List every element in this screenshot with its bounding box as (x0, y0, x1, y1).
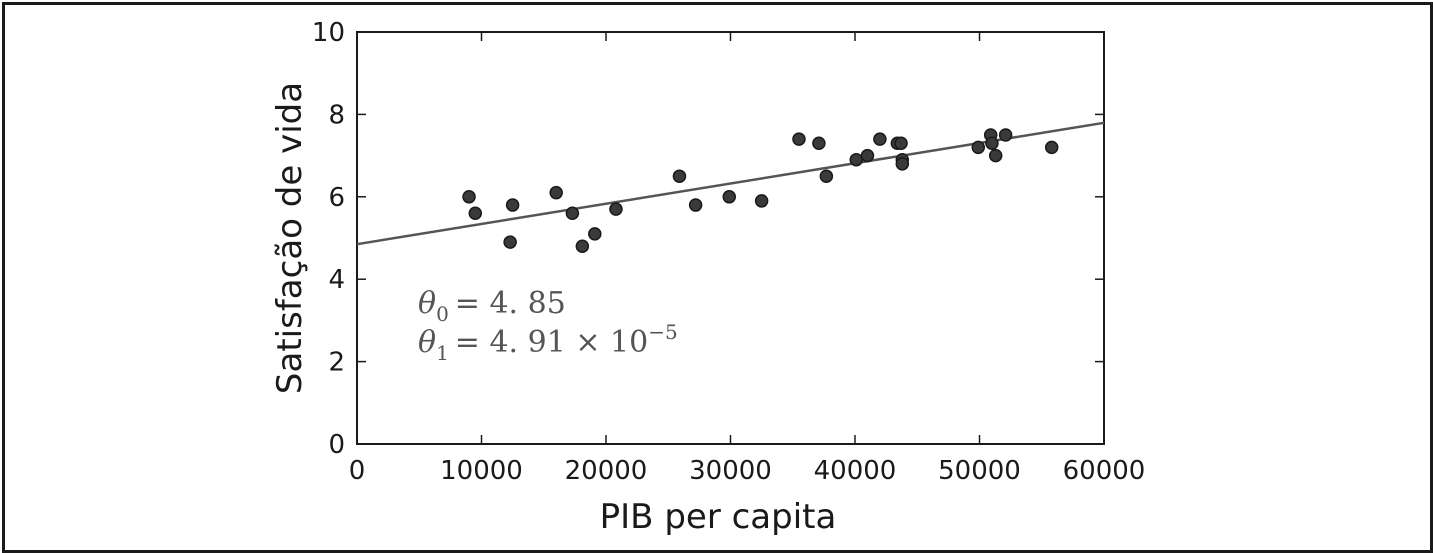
data-point (792, 132, 806, 146)
x-tick-label: 40000 (814, 456, 897, 486)
data-point (998, 128, 1013, 142)
y-tick-label: 6 (328, 183, 345, 213)
data-point (462, 190, 476, 204)
x-tick-label: 60000 (1063, 456, 1146, 486)
x-tick-label: 10000 (440, 456, 523, 486)
data-point (688, 198, 703, 212)
x-tick-label: 20000 (565, 456, 648, 486)
x-tick-label: 50000 (938, 456, 1021, 486)
theta1-symbol: θ (418, 325, 436, 360)
x-tick-label: 30000 (689, 456, 772, 486)
theta1-subscript: 1 (436, 341, 449, 365)
data-point (609, 202, 623, 216)
y-tick-label: 4 (328, 265, 345, 295)
y-tick-label: 10 (312, 18, 345, 48)
data-point (849, 152, 863, 167)
theta1-value: = 4. 91 × 10 (455, 325, 648, 360)
theta1-equation: θ1 = 4. 91 × 10−5 (418, 320, 678, 365)
data-point (1044, 140, 1059, 155)
data-point (588, 227, 602, 241)
theta1-exponent: −5 (648, 320, 677, 344)
y-tick-label: 2 (328, 348, 345, 378)
data-point (895, 157, 910, 171)
theta0-symbol: θ (418, 286, 436, 321)
y-axis-title: Satisfação de vida (270, 82, 310, 394)
theta0-value: = 4. 85 (455, 286, 566, 321)
data-point (565, 206, 580, 221)
data-point (812, 136, 826, 150)
data-point (503, 235, 517, 249)
data-point (971, 140, 986, 155)
data-point (894, 136, 908, 150)
y-tick-label: 8 (328, 100, 345, 130)
data-point (505, 198, 520, 212)
data-point (468, 206, 483, 221)
data-point (754, 194, 769, 208)
x-tick-label: 0 (349, 456, 366, 486)
data-point (819, 169, 834, 183)
data-point (985, 136, 999, 150)
theta0-equation: θ0 = 4. 85 (418, 286, 566, 326)
data-point (722, 190, 737, 204)
data-point (873, 132, 887, 146)
plot-area (356, 31, 1105, 445)
data-points (462, 128, 1059, 253)
data-point (575, 239, 590, 253)
data-point (549, 185, 563, 200)
theta0-subscript: 0 (436, 302, 449, 326)
x-axis-title: PIB per capita (600, 497, 837, 537)
data-point (860, 148, 875, 163)
y-tick-label: 0 (328, 430, 345, 460)
data-point (988, 148, 1003, 163)
data-point (672, 169, 687, 183)
